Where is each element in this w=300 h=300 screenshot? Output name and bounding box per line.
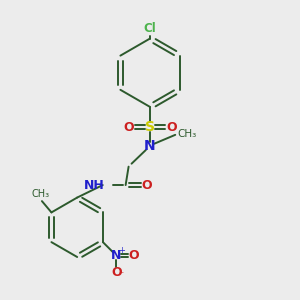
Text: S: S <box>145 120 155 134</box>
Text: O: O <box>166 121 177 134</box>
Text: +: + <box>118 246 125 255</box>
Text: O: O <box>123 121 134 134</box>
Text: N: N <box>111 249 122 262</box>
Text: O: O <box>128 249 139 262</box>
Text: NH: NH <box>83 178 104 192</box>
Text: O: O <box>142 178 152 192</box>
Text: ⁻: ⁻ <box>118 271 124 281</box>
Text: Cl: Cl <box>144 22 156 35</box>
Text: CH₃: CH₃ <box>178 129 197 139</box>
Text: CH₃: CH₃ <box>32 189 50 199</box>
Text: N: N <box>144 140 156 153</box>
Text: O: O <box>111 266 122 279</box>
